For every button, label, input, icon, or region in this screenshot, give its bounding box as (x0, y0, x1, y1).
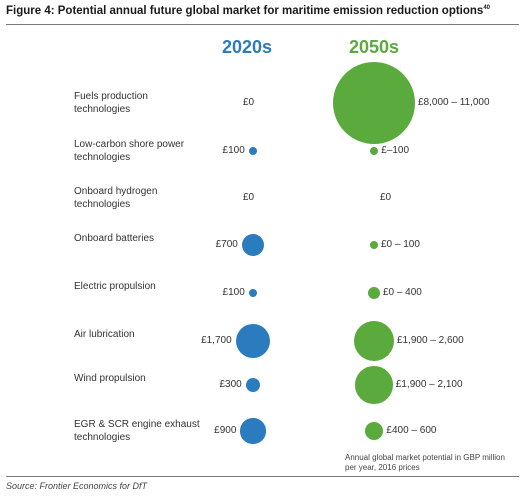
value-2020s: £900 (214, 425, 237, 436)
bubble-2020s (235, 323, 271, 359)
row-label: EGR & SCR engine exhaust technologies (74, 419, 200, 443)
column-header-2050s: 2050s (349, 37, 400, 57)
value-2020s: £100 (222, 145, 245, 156)
row-label: Onboard batteries (74, 233, 155, 244)
chart-row-egr-scr-engine-exhaust-technologies: EGR & SCR engine exhaust technologies £90… (0, 418, 525, 458)
bubble-2050s (369, 146, 379, 156)
title-divider (6, 24, 519, 25)
units-note: Annual global market potential in GBP mi… (345, 453, 505, 472)
bubble-2050s (370, 241, 378, 249)
value-2050s: £0 (380, 192, 392, 203)
row-label: Low-carbon shore power technologies (74, 139, 185, 163)
bubble-2050s (333, 62, 415, 144)
bubble-2050s (364, 421, 384, 441)
bubble-2020s (248, 146, 258, 156)
value-2020s: £0 (243, 192, 255, 203)
value-2050s: £400 – 600 (386, 425, 437, 436)
footer-divider (6, 476, 519, 477)
bubble-2020s (240, 418, 266, 444)
chart-row-wind-propulsion: Wind propulsion £300 £1,900 – 2,100 (0, 366, 525, 412)
value-2020s: £100 (222, 287, 245, 298)
row-label: Electric propulsion (74, 281, 156, 292)
row-label: Wind propulsion (74, 373, 146, 384)
chart-row-air-lubrication: Air lubrication £1,700 £1,900 – 2,600 (0, 321, 525, 368)
bubble-2020s (245, 377, 261, 393)
value-2050s: £0 – 400 (382, 287, 422, 298)
value-2050s: £1,900 – 2,600 (396, 335, 464, 346)
value-2050s: £8,000 – 11,000 (418, 97, 490, 108)
bubble-2050s (355, 366, 393, 404)
chart-row-low-carbon-shore-power-technologies: Low-carbon shore power technologies £100 £… (0, 138, 525, 178)
chart-row-onboard-batteries: Onboard batteries £700 £0 – 100 (0, 232, 525, 272)
value-2020s: £1,700 (201, 335, 232, 346)
value-2050s: £1,900 – 2,100 (395, 379, 463, 390)
row-label: Onboard hydrogen technologies (74, 186, 158, 210)
row-label: Fuels production technologies (74, 91, 148, 115)
value-2050s: £–100 (381, 145, 410, 156)
row-label: Air lubrication (74, 329, 135, 340)
column-header-2020s: 2020s (222, 37, 273, 57)
bubble-2020s (241, 233, 265, 257)
value-2050s: £0 – 100 (381, 239, 420, 250)
figure-title: Figure 4: Potential annual future global… (6, 5, 491, 17)
chart-row-fuels-production-technologies: Fuels production technologies £0 £8,000 – … (0, 62, 525, 144)
value-2020s: £0 (243, 97, 255, 108)
value-2020s: £700 (215, 239, 238, 250)
value-2020s: £300 (219, 379, 242, 390)
chart-row-electric-propulsion: Electric propulsion £100 £0 – 400 (0, 280, 525, 320)
source-note: Source: Frontier Economics for DfT (6, 481, 148, 491)
chart-row-onboard-hydrogen-technologies: Onboard hydrogen technologies £0 £0 (0, 185, 525, 225)
bubble-2050s (368, 287, 380, 299)
bubble-2050s (354, 321, 394, 361)
bubble-2020s (248, 288, 258, 298)
